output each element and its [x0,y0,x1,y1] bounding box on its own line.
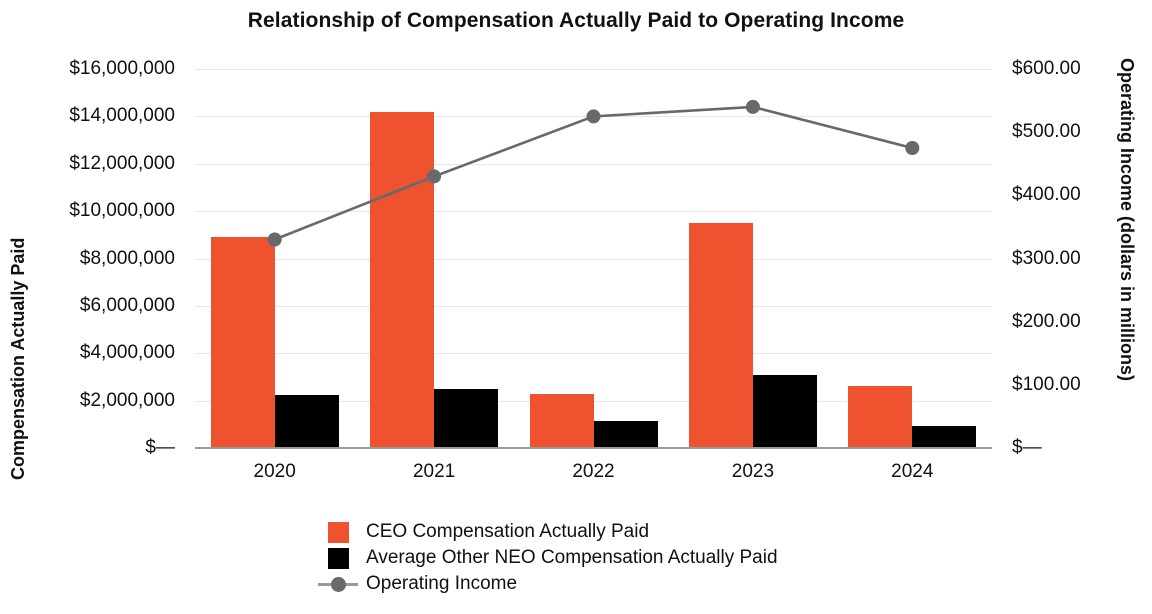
bar-ceo-2024 [848,386,913,448]
legend-item: CEO Compensation Actually Paid [318,519,778,545]
right-axis-tick-label: $100.00 [1012,373,1081,395]
operating-income-polyline [274,105,913,241]
operating-income-point-2024 [905,141,920,155]
left-axis-tick-label: $2,000,000 [79,389,175,411]
legend: CEO Compensation Actually Paid Average Ot… [318,519,778,597]
left-axis-tick-label: $12,000,000 [69,152,175,174]
x-axis-label-2022: 2022 [572,461,615,482]
legend-label: Operating Income [366,573,518,594]
left-axis-title: Compensation Actually Paid [8,237,28,480]
right-axis-tick-label: $600.00 [1012,58,1081,79]
left-axis-tick-label: $10,000,000 [69,200,175,222]
left-axis-tick-label: $8,000,000 [79,247,175,269]
operating-income-point-2022 [586,109,601,124]
right-axis-tick-label: $400.00 [1012,184,1081,206]
left-axis-tick-label: $— [145,437,175,458]
operating-income-point-2023 [745,99,760,114]
plot-area [195,69,992,449]
legend-swatch-icon [318,521,358,543]
bar-neo-2023 [752,374,817,448]
x-axis-baseline [195,447,992,449]
gridline [195,258,992,260]
bar-ceo-2020 [210,237,275,448]
bar-ceo-2022 [529,393,594,448]
gridline [195,211,992,213]
legend-label: CEO Compensation Actually Paid [366,521,650,542]
gridline [195,163,992,165]
right-axis-tick-label: $500.00 [1012,121,1081,143]
bar-neo-2024 [912,425,977,448]
x-axis-label-2024: 2024 [891,461,934,482]
operating-income-point-2020 [267,232,282,247]
operating-income-point-2021 [427,169,442,184]
right-axis-tick-label: $300.00 [1012,247,1081,269]
bar-ceo-2023 [688,222,753,448]
operating-income-line [267,99,920,247]
left-axis-tick-label: $6,000,000 [79,294,175,316]
bar-neo-2021 [434,388,499,448]
legend-line-marker-icon [318,573,358,595]
bar-ceo-2021 [370,111,435,448]
legend-item: Operating Income [318,571,778,597]
legend-label: Average Other NEO Compensation Actually … [366,547,778,568]
legend-color-square [327,547,349,569]
legend-dot [330,576,346,592]
gridline [195,353,992,355]
gridline [195,69,992,70]
chart-title: Relationship of Compensation Actually Pa… [247,9,905,32]
legend-swatch-icon [318,547,358,569]
x-axis-label-2020: 2020 [253,461,296,482]
x-axis-label-2021: 2021 [412,461,456,482]
left-axis-tick-label: $14,000,000 [69,105,175,127]
bar-neo-2020 [274,394,339,448]
left-axis-tick-label: $4,000,000 [79,342,175,364]
x-axis-label-2023: 2023 [731,461,775,482]
right-axis-tick-label: $200.00 [1012,310,1081,332]
legend-color-square [327,521,349,543]
legend-item: Average Other NEO Compensation Actually … [318,545,778,571]
right-axis-title: Operating Income (dollars in millions) [1117,58,1137,382]
gridline [195,400,992,402]
right-axis-tick-label: $— [1012,437,1042,458]
gridline [195,305,992,307]
left-axis-tick-label: $16,000,000 [69,58,175,79]
bar-neo-2022 [593,420,658,448]
